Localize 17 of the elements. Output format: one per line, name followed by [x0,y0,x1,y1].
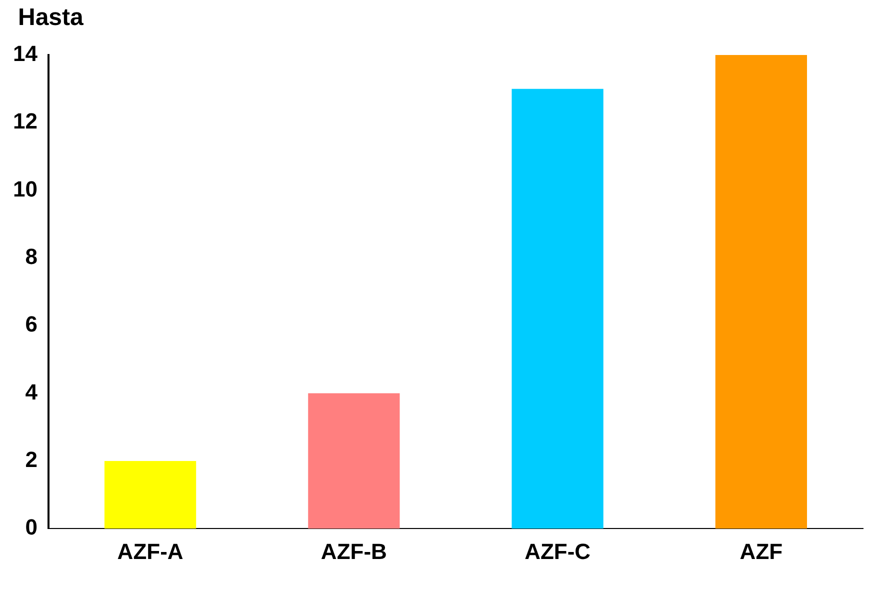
y-tick-label: 12 [12,108,38,134]
bar [308,393,400,529]
bar [104,460,196,529]
x-tick-label: AZF-A [117,538,184,564]
y-tick-label: 6 [25,312,38,337]
y-tick-label: 8 [25,244,38,270]
y-tick-label: 4 [25,379,38,404]
bar [512,88,604,529]
x-tick-label: AZF-C [524,538,591,564]
y-tick-label: 14 [12,41,38,66]
x-tick-label: AZF [740,538,783,564]
bar [715,55,807,529]
y-axis-title: Hasta [18,4,84,32]
y-tick-label: 2 [25,447,38,472]
y-tick-label: 0 [25,514,38,540]
y-tick-label: 10 [12,176,38,202]
x-tick-label: AZF-B [320,538,387,564]
